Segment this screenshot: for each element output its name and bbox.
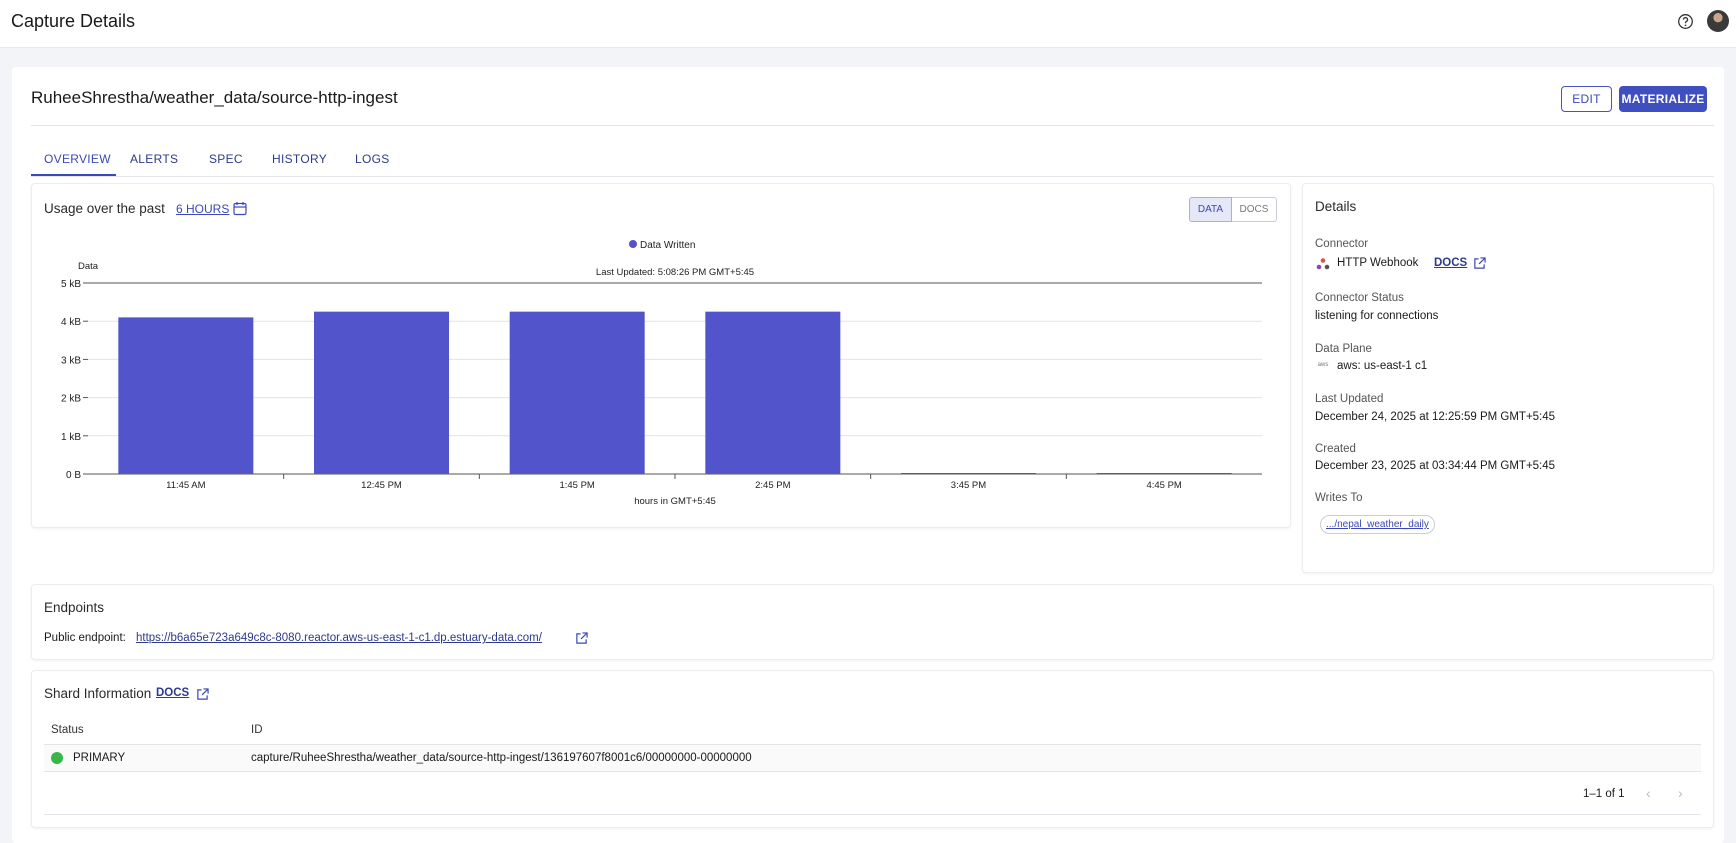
tab-alerts[interactable]: ALERTS [130, 152, 179, 166]
last-updated-label: Last Updated [1315, 393, 1384, 405]
top-bar: Capture Details [0, 0, 1736, 48]
connector-status-label: Connector Status [1315, 292, 1404, 304]
bar [509, 311, 645, 474]
collection-chip[interactable]: .../nepal_weather_daily [1320, 515, 1435, 534]
public-endpoint-label: Public endpoint: [44, 632, 126, 644]
status-dot-icon [51, 752, 63, 764]
tab-overview[interactable]: OVERVIEW [44, 152, 111, 166]
divider [44, 814, 1701, 815]
bar [313, 311, 450, 474]
calendar-icon[interactable] [233, 201, 247, 216]
x-tick-label: 3:45 PM [951, 480, 986, 491]
created-value: December 23, 2025 at 03:34:44 PM GMT+5:4… [1315, 460, 1556, 472]
entity-title: RuheeShrestha/weather_data/source-http-i… [31, 88, 398, 107]
y-tick-label: 1 kB [61, 432, 81, 443]
y-tick-label: 5 kB [61, 279, 81, 290]
divider [31, 176, 1714, 177]
aws-icon: aws [1317, 362, 1329, 368]
column-header-id[interactable]: ID [251, 724, 263, 736]
materialize-button[interactable]: MATERIALIZE [1619, 86, 1707, 112]
endpoints-heading: Endpoints [44, 600, 105, 615]
column-header-status[interactable]: Status [51, 724, 84, 736]
chevron-left-icon[interactable]: ‹ [1646, 785, 1651, 801]
bar [1096, 473, 1232, 474]
connector-value: HTTP Webhook [1337, 257, 1419, 269]
details-card [1302, 183, 1714, 573]
x-tick-label: 11:45 AM [166, 480, 206, 491]
shard-docs-link[interactable]: DOCS [156, 687, 190, 699]
page-title: Capture Details [11, 11, 136, 31]
bar [118, 317, 254, 474]
active-tab-indicator [31, 174, 116, 176]
x-tick-label: 4:45 PM [1146, 480, 1181, 491]
details-heading: Details [1315, 199, 1357, 214]
divider [31, 125, 1714, 126]
created-label: Created [1315, 443, 1356, 455]
toggle-docs-button[interactable]: DOCS [1232, 197, 1277, 222]
toggle-data-button[interactable]: DATA [1189, 197, 1232, 222]
y-axis-label: Data [78, 261, 99, 272]
table-row [44, 745, 1701, 772]
bar [900, 473, 1037, 474]
x-axis-label: hours in GMT+5:45 [634, 496, 716, 507]
shard-id: capture/RuheeShrestha/weather_data/sourc… [251, 752, 752, 764]
external-link-icon[interactable] [196, 688, 209, 701]
external-link-icon[interactable] [575, 632, 588, 645]
chart-subtitle: Last Updated: 5:08:26 PM GMT+5:45 [596, 267, 754, 278]
external-link-icon[interactable] [1473, 257, 1486, 270]
legend-label: Data Written [640, 240, 695, 251]
last-updated-value: December 24, 2025 at 12:25:59 PM GMT+5:4… [1315, 411, 1556, 423]
y-tick-label: 4 kB [61, 317, 81, 328]
tab-history[interactable]: HISTORY [272, 152, 328, 166]
divider [44, 744, 1701, 745]
data-plane-value: aws: us-east-1 c1 [1337, 360, 1428, 372]
shard-heading: Shard Information [44, 686, 152, 701]
bar [705, 311, 841, 474]
connector-docs-link[interactable]: DOCS [1434, 257, 1468, 269]
pagination-count: 1–1 of 1 [1583, 788, 1625, 800]
connector-status-value: listening for connections [1315, 310, 1439, 322]
help-icon[interactable] [1677, 13, 1694, 30]
edit-button[interactable]: EDIT [1561, 86, 1612, 112]
x-tick-label: 1:45 PM [559, 480, 594, 491]
endpoints-card [31, 584, 1714, 660]
webhook-icon [1316, 258, 1330, 270]
x-tick-label: 2:45 PM [755, 480, 790, 491]
legend-marker [629, 240, 637, 248]
usage-chart: Data Written Data Last Updated: 5:08:26 PM… [61, 240, 1262, 507]
range-selector[interactable]: 6 HOURS [176, 202, 230, 216]
tab-spec[interactable]: SPEC [209, 152, 243, 166]
y-tick-label: 3 kB [61, 355, 81, 366]
tab-logs[interactable]: LOGS [355, 152, 390, 166]
y-tick-label: 0 B [66, 470, 81, 481]
shard-status: PRIMARY [73, 752, 126, 764]
x-tick-label: 12:45 PM [361, 480, 402, 491]
connector-label: Connector [1315, 238, 1369, 250]
data-plane-label: Data Plane [1315, 343, 1372, 355]
avatar[interactable] [1707, 10, 1729, 32]
chevron-right-icon[interactable]: › [1678, 785, 1683, 801]
writes-to-label: Writes To [1315, 492, 1363, 504]
y-tick-label: 2 kB [61, 394, 81, 405]
public-endpoint-link[interactable]: https://b6a65e723a649c8c-8080.reactor.aw… [136, 632, 542, 644]
usage-label: Usage over the past [44, 201, 165, 216]
